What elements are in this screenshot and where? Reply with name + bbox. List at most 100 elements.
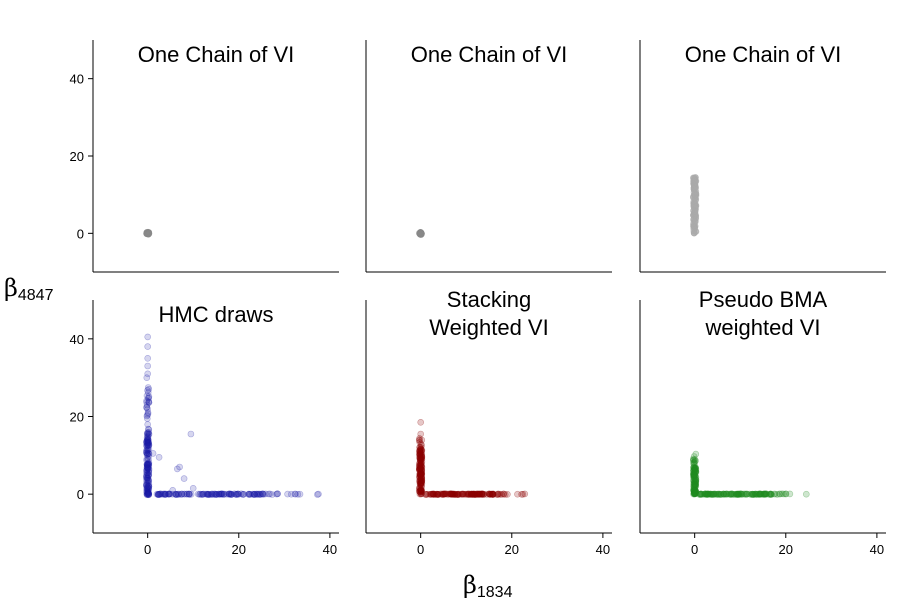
data-point bbox=[143, 403, 151, 411]
data-point bbox=[690, 477, 697, 484]
data-point bbox=[690, 467, 698, 475]
data-point bbox=[165, 490, 173, 498]
panel-title: weighted VI bbox=[705, 315, 821, 340]
data-point bbox=[733, 490, 740, 498]
data-point bbox=[143, 491, 151, 499]
data-point bbox=[212, 490, 219, 498]
data-point bbox=[144, 439, 152, 447]
data-point bbox=[240, 490, 247, 498]
data-point bbox=[145, 441, 153, 449]
data-point bbox=[756, 490, 764, 498]
data-point bbox=[473, 490, 481, 498]
data-point bbox=[692, 482, 699, 489]
data-point bbox=[417, 477, 425, 485]
data-point bbox=[416, 437, 423, 444]
data-point bbox=[733, 491, 741, 498]
data-point bbox=[690, 480, 698, 488]
data-point bbox=[234, 490, 242, 498]
data-point bbox=[416, 476, 424, 484]
data-point bbox=[711, 490, 718, 498]
data-point bbox=[447, 490, 454, 498]
data-point bbox=[144, 441, 152, 449]
data-point bbox=[225, 490, 233, 498]
data-point bbox=[145, 445, 153, 453]
data-point bbox=[418, 466, 426, 474]
data-point bbox=[417, 480, 424, 488]
data-point bbox=[748, 490, 756, 498]
data-point bbox=[483, 491, 491, 498]
data-point bbox=[416, 435, 423, 442]
data-point bbox=[773, 491, 781, 498]
data-point bbox=[715, 490, 723, 498]
data-point bbox=[690, 456, 697, 464]
data-point bbox=[429, 490, 437, 498]
data-point bbox=[735, 491, 743, 498]
data-point bbox=[416, 446, 424, 453]
data-point bbox=[186, 490, 193, 498]
data-point bbox=[418, 447, 426, 455]
data-point bbox=[696, 491, 703, 498]
data-point bbox=[447, 490, 455, 498]
data-point bbox=[690, 489, 698, 497]
data-point bbox=[417, 460, 424, 468]
data-point bbox=[701, 490, 709, 498]
data-point bbox=[691, 483, 698, 490]
data-point bbox=[494, 490, 502, 498]
data-point bbox=[434, 490, 441, 498]
data-point bbox=[469, 490, 477, 498]
data-point bbox=[227, 490, 234, 498]
data-point bbox=[143, 374, 151, 382]
data-point bbox=[426, 490, 434, 498]
data-point bbox=[144, 489, 152, 496]
data-point bbox=[418, 488, 426, 496]
data-point bbox=[691, 464, 699, 472]
data-point bbox=[752, 490, 760, 498]
data-point bbox=[743, 490, 750, 498]
data-point bbox=[167, 490, 174, 498]
data-point bbox=[762, 490, 769, 498]
data-point bbox=[468, 490, 475, 498]
data-point bbox=[144, 343, 151, 350]
data-point bbox=[144, 410, 152, 418]
data-point bbox=[416, 450, 424, 458]
data-point bbox=[144, 432, 151, 440]
data-point bbox=[704, 490, 711, 498]
data-point bbox=[145, 468, 152, 476]
data-point bbox=[144, 460, 152, 467]
data-point bbox=[144, 450, 151, 458]
data-point bbox=[180, 475, 188, 482]
x-tick-label: 0 bbox=[691, 542, 698, 557]
data-point bbox=[416, 476, 424, 483]
data-point bbox=[438, 490, 446, 498]
data-point bbox=[496, 490, 504, 498]
data-point bbox=[418, 446, 426, 454]
data-point bbox=[691, 471, 698, 479]
data-point bbox=[174, 491, 182, 498]
data-point bbox=[174, 465, 181, 473]
data-point bbox=[763, 490, 770, 498]
data-point bbox=[144, 387, 151, 394]
data-point bbox=[418, 479, 426, 486]
data-point bbox=[143, 482, 150, 490]
data-point bbox=[416, 473, 424, 481]
data-point bbox=[144, 354, 151, 362]
data-point bbox=[438, 491, 446, 498]
data-point bbox=[756, 491, 763, 498]
data-point bbox=[240, 490, 248, 498]
data-point bbox=[418, 458, 426, 466]
data-point bbox=[690, 464, 697, 471]
data-point bbox=[153, 490, 161, 498]
y-tick-label: 20 bbox=[70, 410, 84, 425]
data-point bbox=[453, 491, 461, 498]
data-point bbox=[690, 474, 698, 482]
data-point bbox=[145, 481, 153, 488]
data-point bbox=[215, 490, 223, 498]
data-point bbox=[450, 490, 458, 498]
data-point bbox=[266, 490, 274, 498]
data-point bbox=[441, 490, 449, 498]
data-point bbox=[268, 491, 276, 498]
data-point bbox=[162, 490, 170, 498]
data-point bbox=[172, 490, 179, 498]
data-point bbox=[802, 490, 810, 498]
data-point bbox=[690, 458, 698, 466]
